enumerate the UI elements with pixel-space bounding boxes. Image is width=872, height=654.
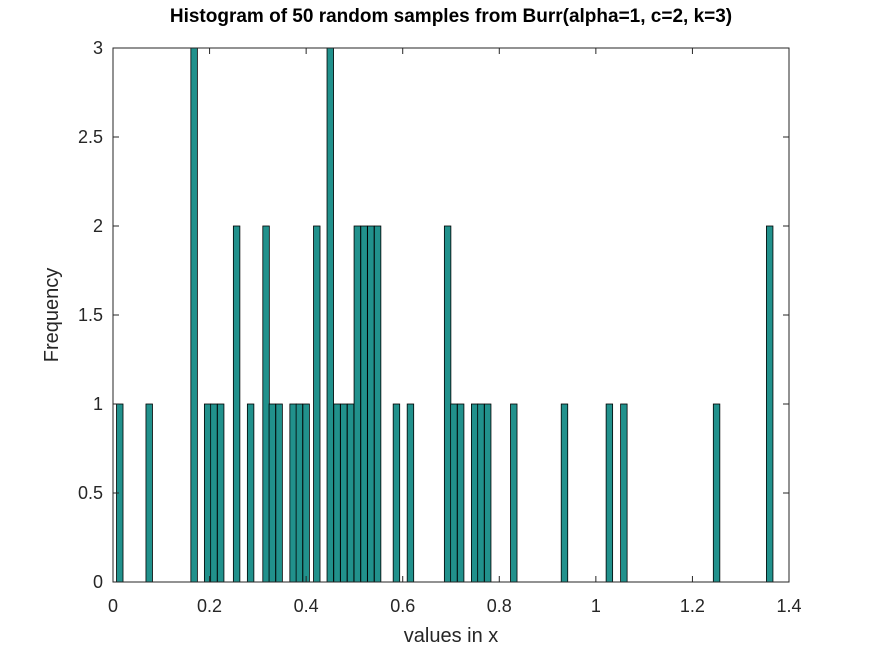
histogram-bar-31 <box>484 403 492 583</box>
x-tick-label: 1 <box>591 596 601 616</box>
histogram-bar-2 <box>145 403 153 583</box>
histogram-bar-28 <box>456 403 465 583</box>
histogram-bar-19 <box>346 403 355 583</box>
histogram-bar-32 <box>510 403 518 583</box>
x-axis: 0 0.2 0.4 0.6 0.8 1 1.2 1.4 <box>108 48 802 616</box>
y-tick-label: 1.5 <box>78 305 103 325</box>
histogram-bar-36 <box>712 403 721 583</box>
histogram-bar-8 <box>246 403 255 583</box>
x-tick-label: 0.2 <box>197 596 222 616</box>
histogram-bar-7 <box>232 225 241 583</box>
histogram-bar-3 <box>190 47 198 583</box>
histogram-bar-33 <box>560 403 569 583</box>
histogram-bar-16 <box>326 47 334 583</box>
histogram-bar-26 <box>443 225 452 583</box>
histogram-bar-15 <box>313 225 321 583</box>
x-tick-label: 0.8 <box>487 596 512 616</box>
histogram-bar-24 <box>392 403 401 583</box>
chart-title: Histogram of 50 random samples from Burr… <box>170 6 732 27</box>
histogram-bar-18 <box>340 403 348 583</box>
histogram-bar-34 <box>605 403 614 583</box>
histogram-bar-22 <box>367 225 375 583</box>
y-tick-label: 3 <box>93 38 103 58</box>
histogram-bar-23 <box>373 225 382 583</box>
y-tick-label: 2 <box>93 216 103 236</box>
y-axis-label: Frequency <box>41 268 63 363</box>
y-tick-label: 1 <box>93 394 103 414</box>
x-tick-label: 0 <box>108 596 118 616</box>
histogram-bar-29 <box>471 403 479 583</box>
x-tick-label: 0.6 <box>390 596 415 616</box>
histogram-bar-5 <box>210 403 218 583</box>
histogram-bar-20 <box>353 225 361 583</box>
histogram-bar-11 <box>275 403 283 583</box>
histogram-bar-21 <box>360 225 368 583</box>
histogram-bar-13 <box>295 403 304 583</box>
y-tick-label: 0 <box>93 572 103 592</box>
histogram-bar-37 <box>766 225 774 583</box>
bars-group <box>116 47 774 583</box>
histogram-bar-35 <box>620 403 628 583</box>
histogram-bar-12 <box>289 403 297 583</box>
histogram-bar-27 <box>450 403 458 583</box>
x-tick-label: 0.4 <box>294 596 319 616</box>
histogram-bar-25 <box>406 403 415 583</box>
y-tick-label: 0.5 <box>78 483 103 503</box>
histogram-bar-14 <box>302 403 310 583</box>
x-tick-label: 1.4 <box>776 596 801 616</box>
x-tick-label: 1.2 <box>680 596 705 616</box>
y-tick-label: 2.5 <box>78 127 103 147</box>
x-axis-label: values in x <box>404 625 499 647</box>
histogram-bar-6 <box>217 403 225 583</box>
histogram-bar-9 <box>262 225 270 583</box>
histogram-bar-17 <box>333 403 341 583</box>
histogram-bar-10 <box>268 403 277 583</box>
histogram-bar-30 <box>477 403 485 583</box>
histogram-bar-4 <box>203 403 212 583</box>
y-axis: 0 0.5 1 1.5 2 2.5 3 <box>78 38 789 592</box>
